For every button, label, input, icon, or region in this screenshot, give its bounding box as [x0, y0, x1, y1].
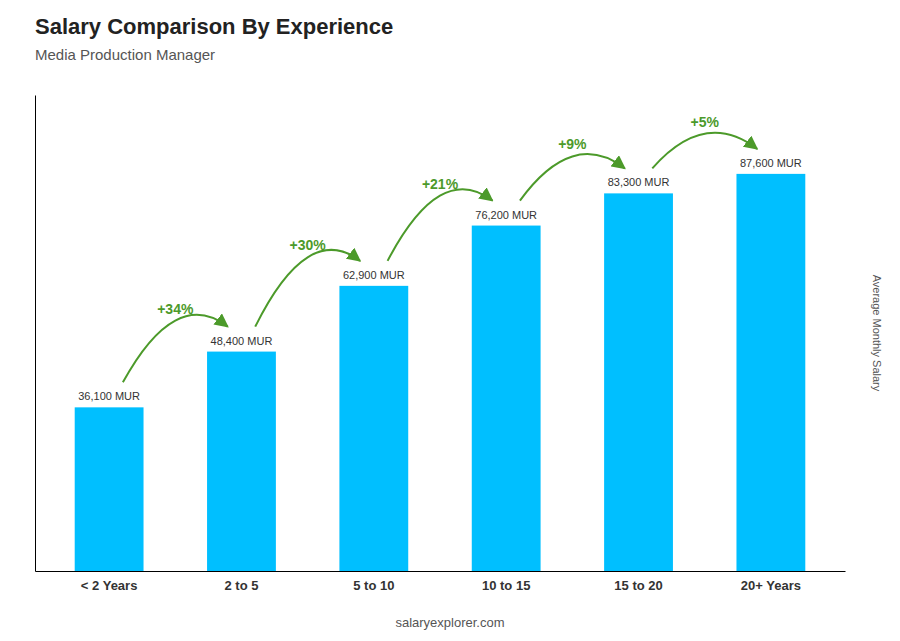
x-tick: 5 to 10: [353, 571, 394, 593]
x-tick-label: < 2 Years: [81, 578, 138, 593]
x-tick: 10 to 15: [482, 571, 530, 593]
x-tick-label: 2 to 5: [224, 578, 258, 593]
x-tick: 2 to 5: [224, 571, 258, 593]
bar: [75, 407, 144, 571]
data-label: 36,100 MUR: [78, 390, 140, 402]
x-tick: 20+ Years: [741, 571, 801, 593]
title: Salary Comparison By Experience: [35, 14, 393, 39]
x-tick-label: 10 to 15: [482, 578, 530, 593]
bar: [736, 174, 805, 571]
x-tick-label: 5 to 10: [353, 578, 394, 593]
annotation-arrow: [388, 189, 493, 261]
source: salaryexplorer.com: [395, 615, 504, 630]
y-axis-line: [35, 96, 36, 572]
subtitle: Media Production Manager: [35, 46, 215, 63]
annotation-arrow: [652, 133, 757, 169]
bar: [604, 193, 673, 571]
data-label: 87,600 MUR: [740, 157, 802, 169]
chart: Salary Comparison By Experience Media Pro…: [0, 0, 900, 641]
bars: [75, 174, 806, 571]
annotation: +30%: [290, 237, 327, 253]
bar: [339, 286, 408, 571]
annotation-arrow: [123, 315, 228, 383]
y-axis: [35, 96, 36, 572]
annotation: +34%: [157, 301, 194, 317]
data-label: 76,200 MUR: [475, 209, 537, 221]
data-label: 62,900 MUR: [343, 269, 405, 281]
bar: [207, 352, 276, 571]
annotation: +21%: [422, 176, 459, 192]
data-label: 83,300 MUR: [608, 176, 670, 188]
annotations: +34% +30% +21% +9% +5%: [123, 114, 757, 383]
x-tick: 15 to 20: [614, 571, 662, 593]
x-axis-line: [36, 571, 846, 572]
annotation: +5%: [690, 114, 719, 130]
bar: [472, 226, 541, 571]
data-labels: 36,100 MUR 48,400 MUR 62,900 MUR 76,200 MUR…: [78, 157, 802, 402]
x-tick-label: 20+ Years: [741, 578, 801, 593]
annotation-arrow: [255, 250, 360, 327]
annotation: +9%: [558, 136, 587, 152]
x-axis: < 2 Years 2 to 5 5 to 10 10 to 15 15 to 20 20…: [36, 571, 846, 593]
annotation-arrow: [520, 154, 625, 200]
data-label: 48,400 MUR: [211, 335, 273, 347]
x-tick-label: 15 to 20: [614, 578, 662, 593]
y-axis-title: Average Monthly Salary: [871, 275, 883, 392]
x-tick: < 2 Years: [81, 571, 138, 593]
plot: < 2 Years 2 to 5 5 to 10 10 to 15 15 to 20 20…: [36, 96, 846, 594]
